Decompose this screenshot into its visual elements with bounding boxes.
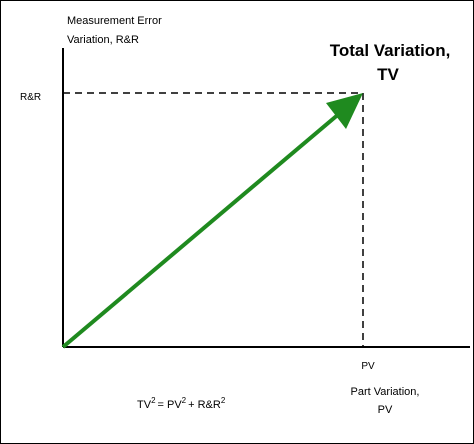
formula-term: TV <box>137 399 152 411</box>
formula-exponent: 2 <box>151 396 156 405</box>
vector-head <box>326 93 363 129</box>
x-axis-label: Part Variation, <box>351 386 420 398</box>
formula: TV2 = PV2 + R&R2 <box>137 396 226 411</box>
formula-exponent: 2 <box>182 396 187 405</box>
formula-exponent: 2 <box>221 396 226 405</box>
title: TV <box>377 65 399 84</box>
formula-term: = PV <box>158 399 183 411</box>
title: Total Variation, <box>330 41 451 60</box>
y-axis-label: Variation, R&R <box>67 34 139 46</box>
x-axis-label: PV <box>378 404 393 416</box>
y-axis-label: Measurement Error <box>67 15 162 27</box>
x-tick-label: PV <box>361 361 375 372</box>
formula-term: + R&R <box>188 399 221 411</box>
y-tick-label: R&R <box>20 92 41 103</box>
vector-shaft <box>61 111 342 349</box>
